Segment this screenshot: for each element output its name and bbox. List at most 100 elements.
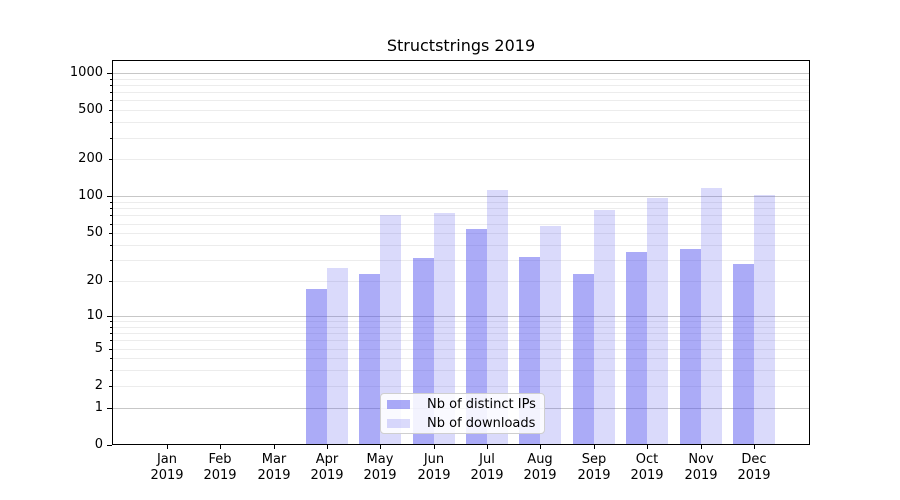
y-tick-mark-minor bbox=[110, 122, 112, 123]
y-tick-mark-minor bbox=[110, 100, 112, 101]
y-gridline-minor bbox=[113, 233, 809, 234]
x-tick-label-sep: Sep 2019 bbox=[577, 452, 611, 483]
x-tick-label-feb: Feb 2019 bbox=[203, 452, 237, 483]
legend-swatch-downloads bbox=[387, 418, 410, 428]
legend-label-downloads: Nb of downloads bbox=[427, 415, 536, 431]
y-gridline-minor bbox=[113, 333, 809, 334]
y-gridline-minor bbox=[113, 110, 809, 111]
y-gridline-major bbox=[113, 196, 809, 197]
y-tick-mark-minor bbox=[110, 245, 112, 246]
legend-swatch-distinct-ips bbox=[387, 399, 410, 409]
bar-distinct-ips-oct bbox=[626, 252, 647, 444]
y-tick-mark bbox=[108, 233, 112, 234]
y-gridline-minor bbox=[113, 386, 809, 387]
y-tick-mark-minor bbox=[110, 260, 112, 261]
y-tick-mark-minor bbox=[110, 340, 112, 341]
y-gridline-minor bbox=[113, 321, 809, 322]
legend-row-downloads: Nb of downloads bbox=[387, 416, 544, 431]
y-tick-mark bbox=[107, 408, 112, 409]
x-tick-label-nov: Nov 2019 bbox=[684, 452, 718, 483]
x-tick-label-aug: Aug 2019 bbox=[523, 452, 557, 483]
y-tick-mark-minor bbox=[110, 202, 112, 203]
x-tick-label-jun: Jun 2019 bbox=[417, 452, 451, 483]
x-tick-label-jan: Jan 2019 bbox=[150, 452, 184, 483]
x-tick-mark bbox=[701, 445, 702, 449]
y-tick-mark bbox=[107, 196, 112, 197]
y-tick-mark bbox=[108, 159, 112, 160]
y-tick-label: 5 bbox=[94, 341, 103, 356]
y-gridline-minor bbox=[113, 358, 809, 359]
y-gridline-minor bbox=[113, 79, 809, 80]
y-tick-label: 20 bbox=[86, 273, 103, 288]
bar-downloads-jul bbox=[487, 190, 508, 444]
y-gridline-minor bbox=[113, 224, 809, 225]
y-tick-label: 2 bbox=[94, 378, 103, 393]
y-tick-label: 10 bbox=[86, 308, 103, 323]
y-tick-label: 200 bbox=[78, 151, 103, 166]
y-gridline-minor bbox=[113, 100, 809, 101]
y-tick-label: 0 bbox=[94, 437, 103, 452]
x-tick-mark bbox=[274, 445, 275, 449]
chart-title: Structstrings 2019 bbox=[386, 36, 536, 55]
y-gridline-minor bbox=[113, 85, 809, 86]
y-gridline-minor bbox=[113, 92, 809, 93]
x-tick-mark bbox=[434, 445, 435, 449]
x-tick-label-apr: Apr 2019 bbox=[310, 452, 344, 483]
x-tick-mark bbox=[647, 445, 648, 449]
y-tick-mark-minor bbox=[110, 79, 112, 80]
y-tick-label: 100 bbox=[78, 188, 103, 203]
x-tick-mark bbox=[594, 445, 595, 449]
x-tick-mark bbox=[487, 445, 488, 449]
y-tick-mark-minor bbox=[110, 333, 112, 334]
y-gridline-minor bbox=[113, 281, 809, 282]
y-tick-mark bbox=[108, 281, 112, 282]
y-tick-mark-minor bbox=[110, 215, 112, 216]
y-tick-mark-minor bbox=[110, 327, 112, 328]
bar-downloads-apr bbox=[327, 268, 348, 444]
bar-downloads-oct bbox=[647, 198, 668, 444]
bar-downloads-jun bbox=[434, 213, 455, 444]
bar-downloads-sep bbox=[594, 210, 615, 444]
y-gridline-minor bbox=[113, 159, 809, 160]
y-tick-mark bbox=[108, 349, 112, 350]
x-tick-mark bbox=[754, 445, 755, 449]
x-tick-label-dec: Dec 2019 bbox=[737, 452, 771, 483]
y-tick-mark-minor bbox=[110, 138, 112, 139]
y-gridline-major bbox=[113, 316, 809, 317]
y-gridline-minor bbox=[113, 202, 809, 203]
y-gridline-minor bbox=[113, 208, 809, 209]
y-tick-mark-minor bbox=[110, 208, 112, 209]
y-gridline-major bbox=[113, 73, 809, 74]
x-tick-mark bbox=[220, 445, 221, 449]
y-tick-mark bbox=[108, 110, 112, 111]
y-tick-mark-minor bbox=[110, 321, 112, 322]
x-tick-label-mar: Mar 2019 bbox=[257, 452, 291, 483]
y-gridline-minor bbox=[113, 327, 809, 328]
y-tick-mark bbox=[107, 73, 112, 74]
y-tick-mark-minor bbox=[110, 85, 112, 86]
bar-distinct-ips-jul bbox=[466, 229, 487, 444]
plot-area: Nb of distinct IPs Nb of downloads bbox=[112, 60, 810, 445]
legend-label-distinct-ips: Nb of distinct IPs bbox=[427, 396, 536, 412]
y-tick-label: 500 bbox=[78, 102, 103, 117]
bar-distinct-ips-dec bbox=[733, 264, 754, 444]
y-tick-label: 1 bbox=[94, 400, 103, 415]
bar-downloads-aug bbox=[540, 226, 561, 444]
x-tick-mark bbox=[167, 445, 168, 449]
x-tick-mark bbox=[540, 445, 541, 449]
y-gridline-minor bbox=[113, 138, 809, 139]
bar-distinct-ips-nov bbox=[680, 249, 701, 444]
bar-distinct-ips-apr bbox=[306, 289, 327, 444]
legend: Nb of distinct IPs Nb of downloads bbox=[380, 393, 545, 434]
y-tick-mark-minor bbox=[110, 370, 112, 371]
y-tick-mark-minor bbox=[110, 224, 112, 225]
y-tick-mark bbox=[107, 445, 112, 446]
bar-downloads-dec bbox=[754, 195, 775, 444]
bar-downloads-may bbox=[380, 215, 401, 444]
x-tick-label-may: May 2019 bbox=[363, 452, 397, 483]
y-tick-label: 50 bbox=[86, 225, 103, 240]
y-tick-mark bbox=[107, 316, 112, 317]
bar-downloads-nov bbox=[701, 188, 722, 444]
y-tick-label: 1000 bbox=[69, 65, 103, 80]
